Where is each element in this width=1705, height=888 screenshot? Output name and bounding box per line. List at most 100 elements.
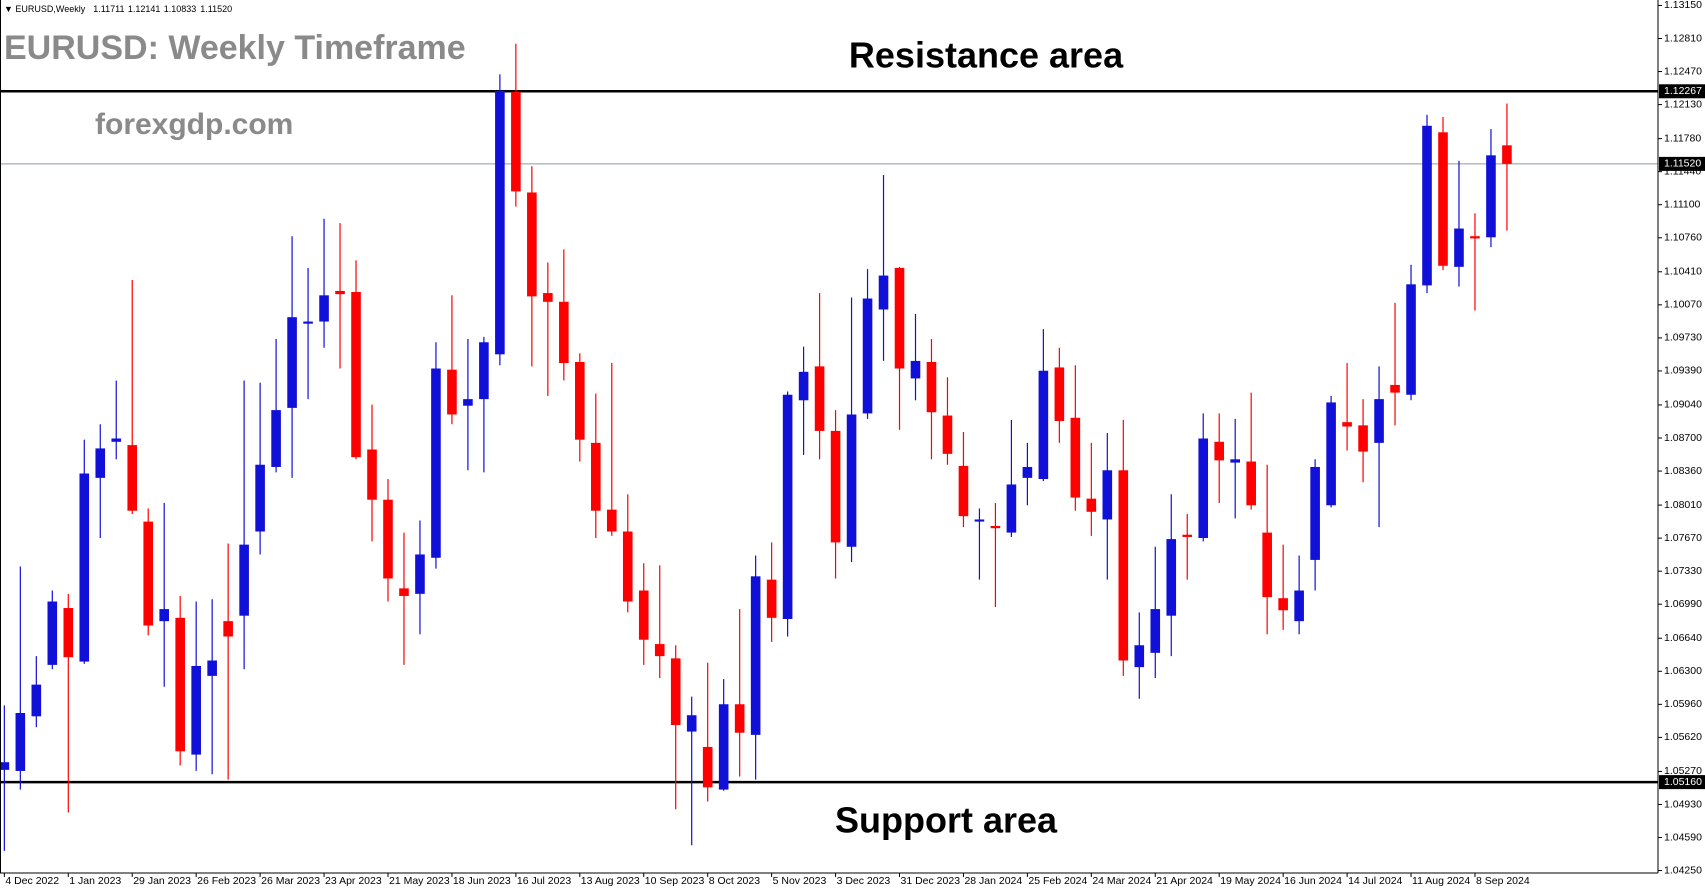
candle-body bbox=[958, 465, 969, 517]
candle-body bbox=[575, 361, 585, 440]
y-tick-label: 1.10760 bbox=[1664, 232, 1702, 244]
y-tick-label: 1.04250 bbox=[1664, 864, 1702, 876]
candle-body bbox=[447, 369, 457, 415]
x-tick-label: 24 Mar 2024 bbox=[1092, 875, 1151, 887]
x-tick-label: 14 Jul 2024 bbox=[1348, 875, 1402, 887]
price-label-box bbox=[1659, 84, 1705, 99]
x-tick-label: 31 Dec 2023 bbox=[901, 875, 961, 887]
price-label: 1.12267 bbox=[1664, 85, 1702, 97]
candle-body bbox=[111, 438, 122, 442]
candle-body bbox=[1342, 422, 1352, 427]
x-tick-label: 10 Sep 2023 bbox=[645, 875, 705, 887]
y-tick-label: 1.12130 bbox=[1664, 98, 1702, 110]
candle-body bbox=[1022, 466, 1033, 478]
x-tick-label: 13 Aug 2023 bbox=[581, 875, 640, 887]
candle-body bbox=[894, 267, 905, 369]
price-label: 1.11520 bbox=[1664, 158, 1701, 170]
axes: 1.131501.128101.124701.121301.117801.114… bbox=[3, 0, 1705, 887]
candle-body bbox=[1134, 645, 1145, 668]
candle-body bbox=[495, 90, 505, 355]
support-annotation: Support area bbox=[835, 800, 1058, 841]
x-tick-label: 16 Jul 2023 bbox=[517, 875, 571, 887]
candle-body bbox=[750, 576, 761, 735]
x-tick-label: 5 Nov 2023 bbox=[773, 875, 827, 887]
x-tick-label: 4 Dec 2022 bbox=[5, 875, 59, 887]
candle-body bbox=[1262, 532, 1272, 598]
x-tick-label: 23 Apr 2023 bbox=[325, 875, 382, 887]
candle-body bbox=[1230, 459, 1240, 463]
candle-body bbox=[1358, 425, 1368, 452]
header-close: 1.11520 bbox=[200, 4, 232, 14]
candle-body bbox=[1422, 125, 1432, 286]
candle-body bbox=[766, 579, 777, 618]
header: ▼ EURUSD,Weekly 1.11711 1.12141 1.10833 1.11… bbox=[4, 4, 232, 14]
candle-body bbox=[974, 519, 985, 522]
x-tick-label: 8 Oct 2023 bbox=[709, 875, 761, 887]
chart-title: EURUSD: Weekly Timeframe bbox=[4, 29, 466, 67]
y-tick-label: 1.06300 bbox=[1664, 665, 1702, 677]
candle-body bbox=[654, 644, 665, 657]
x-tick-label: 21 May 2023 bbox=[389, 875, 450, 887]
candle-body bbox=[255, 464, 265, 532]
y-tick-label: 1.11780 bbox=[1664, 132, 1701, 144]
candle-body bbox=[79, 473, 90, 662]
candle-body bbox=[1182, 534, 1193, 537]
candle-body bbox=[862, 298, 873, 414]
candle-body bbox=[351, 292, 361, 458]
candle-body bbox=[1294, 590, 1304, 622]
x-tick-label: 26 Mar 2023 bbox=[261, 875, 320, 887]
candle-body bbox=[1454, 228, 1464, 267]
candle-body bbox=[1374, 399, 1384, 443]
candle-body bbox=[1038, 370, 1049, 480]
candle-body bbox=[734, 704, 745, 733]
price-label: 1.05160 bbox=[1664, 776, 1702, 788]
candle-body bbox=[1102, 470, 1113, 520]
candle-body bbox=[686, 715, 697, 732]
candle-body bbox=[1054, 367, 1065, 421]
y-tick-label: 1.05620 bbox=[1664, 731, 1702, 743]
y-tick-label: 1.11100 bbox=[1664, 198, 1701, 210]
candle-body bbox=[910, 360, 921, 379]
candle-body bbox=[95, 448, 106, 478]
candle-body bbox=[606, 509, 617, 532]
candle-body bbox=[926, 361, 937, 413]
y-tick-label: 1.04590 bbox=[1664, 831, 1702, 843]
candle-body bbox=[367, 449, 377, 500]
y-tick-label: 1.10410 bbox=[1664, 266, 1702, 278]
candle-body bbox=[782, 394, 793, 620]
candle-body bbox=[175, 617, 185, 752]
candle-body bbox=[1390, 384, 1400, 393]
x-tick-label: 8 Sep 2024 bbox=[1476, 875, 1530, 887]
y-tick-label: 1.06990 bbox=[1664, 598, 1702, 610]
candle-body bbox=[1086, 498, 1097, 512]
y-tick-label: 1.09040 bbox=[1664, 399, 1702, 411]
y-tick-label: 1.05960 bbox=[1664, 698, 1702, 710]
header-icon: ▼ bbox=[4, 4, 15, 14]
candle-body bbox=[702, 746, 713, 788]
candle-body bbox=[431, 368, 441, 558]
x-tick-label: 3 Dec 2023 bbox=[837, 875, 891, 887]
candle-body bbox=[1486, 155, 1496, 238]
y-tick-label: 1.09730 bbox=[1664, 332, 1702, 344]
candle-body bbox=[0, 762, 10, 770]
candle-body bbox=[1438, 132, 1448, 266]
candle-body bbox=[511, 91, 521, 192]
candle-body bbox=[590, 442, 601, 511]
candle-body bbox=[207, 660, 217, 676]
x-tick-label: 11 Aug 2024 bbox=[1412, 875, 1470, 887]
x-tick-label: 16 Jun 2024 bbox=[1284, 875, 1342, 887]
candle-body bbox=[383, 499, 393, 579]
candle-body bbox=[670, 658, 681, 726]
price-label-box bbox=[1659, 775, 1705, 790]
y-tick-label: 1.13150 bbox=[1664, 0, 1702, 11]
candle-body bbox=[463, 399, 473, 406]
price-label-box bbox=[1659, 156, 1705, 171]
candle-body bbox=[1118, 470, 1129, 661]
candle-body bbox=[399, 588, 409, 596]
y-tick-label: 1.12810 bbox=[1664, 32, 1702, 44]
candle-body bbox=[415, 554, 425, 594]
y-tick-label: 1.08360 bbox=[1664, 465, 1702, 477]
candle-body bbox=[814, 366, 825, 431]
